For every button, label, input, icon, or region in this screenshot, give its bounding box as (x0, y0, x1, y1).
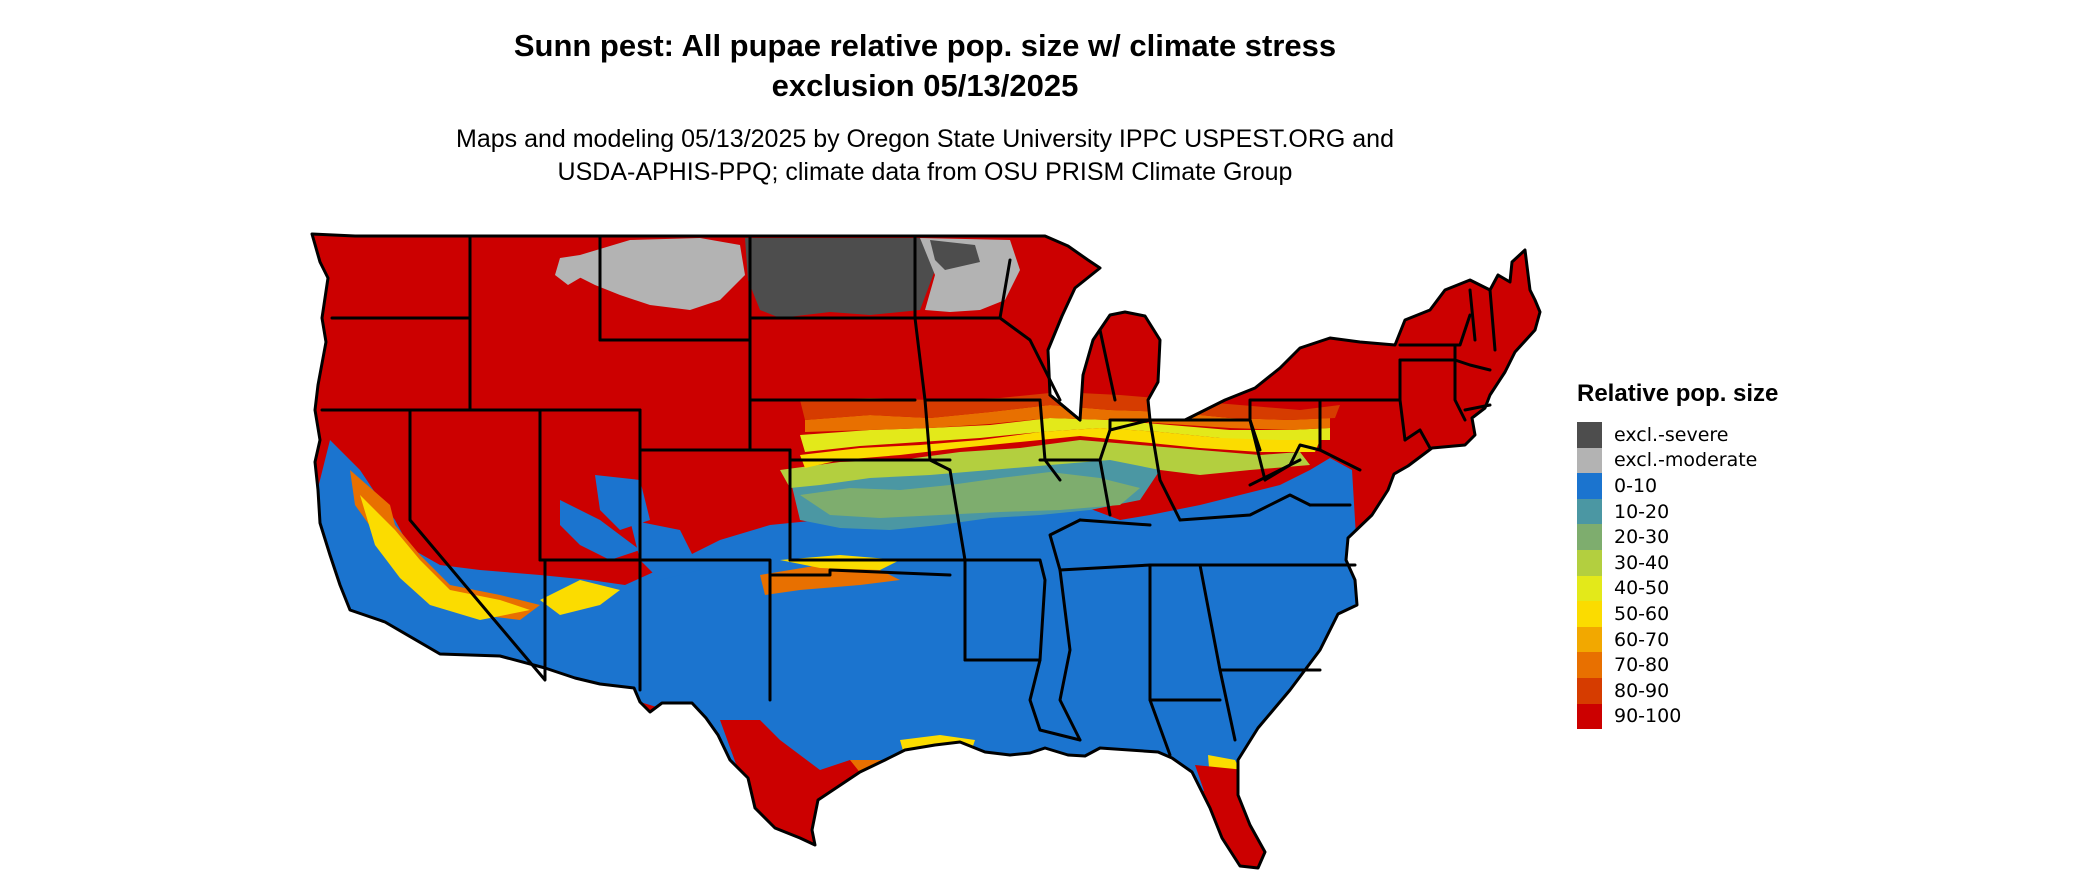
legend-item: 0-10 (1577, 473, 1778, 499)
legend-item: 20-30 (1577, 524, 1778, 550)
legend-item: 50-60 (1577, 601, 1778, 627)
legend-item: 60-70 (1577, 626, 1778, 653)
map-subtitle-line-1: Maps and modeling 05/13/2025 by Oregon S… (456, 125, 1394, 153)
legend-swatch (1577, 447, 1602, 474)
legend-swatch (1577, 575, 1602, 602)
map-title-line-1: Sunn pest: All pupae relative pop. size … (513, 28, 1337, 63)
legend-label: excl.-severe (1614, 423, 1729, 446)
legend-swatch (1577, 549, 1602, 576)
legend-swatch (1577, 601, 1602, 627)
legend-swatch (1577, 703, 1602, 730)
legend-swatch (1577, 677, 1602, 704)
legend-label: 90-100 (1614, 705, 1682, 728)
map-subtitle-line-2: USDA-APHIS-PPQ; climate data from OSU PR… (557, 158, 1293, 186)
legend-label: 70-80 (1614, 654, 1670, 677)
legend-title: Relative pop. size (1577, 380, 1779, 407)
legend-swatch (1577, 498, 1602, 525)
legend-label: 30-40 (1614, 551, 1670, 574)
legend-label: 50-60 (1614, 602, 1670, 625)
legend-item: 80-90 (1577, 677, 1778, 704)
legend-label: 40-50 (1614, 577, 1670, 600)
legend-label: 60-70 (1614, 628, 1670, 651)
legend-swatch (1577, 626, 1602, 653)
legend-label: excl.-moderate (1614, 449, 1758, 472)
legend-label: 10-20 (1614, 500, 1670, 523)
legend-label: 0-10 (1614, 474, 1658, 497)
legend-item: excl.-severe (1577, 422, 1778, 448)
legend-item: 10-20 (1577, 498, 1778, 525)
legend-item: 70-80 (1577, 652, 1778, 678)
legend-label: 80-90 (1614, 679, 1670, 702)
us-map (310, 232, 1542, 870)
legend-swatch (1577, 422, 1602, 448)
legend-item: 90-100 (1577, 703, 1778, 730)
legend-swatch (1577, 524, 1602, 550)
legend-item: excl.-moderate (1577, 447, 1778, 474)
legend-swatch (1577, 652, 1602, 678)
legend-item: 40-50 (1577, 575, 1778, 602)
map-legend: Relative pop. size excl.-severe excl.-mo… (1577, 380, 1779, 730)
legend-swatch (1577, 473, 1602, 499)
legend-label: 20-30 (1614, 526, 1670, 549)
legend-item: 30-40 (1577, 549, 1778, 576)
map-title-line-2: exclusion 05/13/2025 (771, 68, 1079, 103)
